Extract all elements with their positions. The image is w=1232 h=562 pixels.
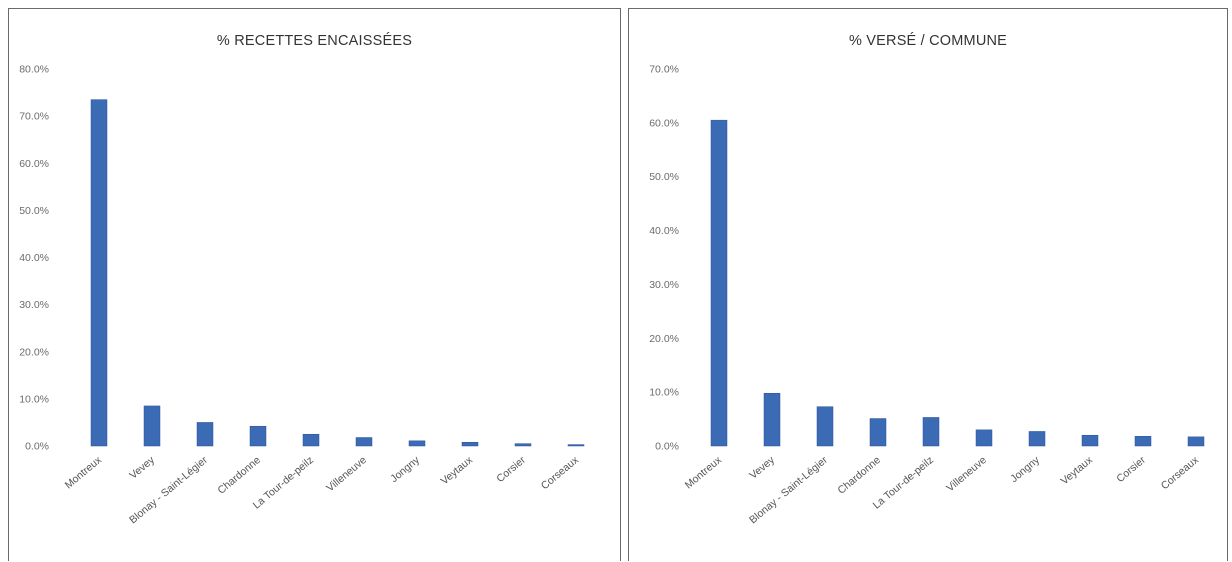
category-label: Jongny bbox=[1008, 454, 1042, 485]
y-tick-label: 70.0% bbox=[649, 64, 679, 76]
y-tick-label: 30.0% bbox=[19, 299, 49, 311]
bar bbox=[196, 422, 214, 447]
y-tick-label: 0.0% bbox=[25, 441, 49, 453]
category-label: Corsier bbox=[494, 454, 528, 485]
y-tick-label: 0.0% bbox=[655, 441, 679, 453]
category-label: Veytaux bbox=[439, 454, 476, 488]
bar bbox=[567, 444, 585, 447]
chart-panel-verse: % VERSÉ / COMMUNE 0.0% 10.0% 20.0% 30.0% 40.… bbox=[628, 8, 1228, 561]
y-tick-label: 40.0% bbox=[19, 252, 49, 264]
bar bbox=[461, 441, 479, 447]
bar bbox=[1081, 434, 1099, 447]
chart-title: % RECETTES ENCAISSÉES bbox=[216, 33, 413, 49]
bar bbox=[249, 425, 267, 447]
y-tick-label: 10.0% bbox=[19, 393, 49, 405]
bar bbox=[710, 119, 728, 447]
y-tick-label: 20.0% bbox=[19, 346, 49, 358]
category-label: Montreux bbox=[683, 454, 725, 492]
bar bbox=[143, 405, 161, 447]
category-label: Jongny bbox=[388, 454, 422, 485]
category-label: Veytaux bbox=[1059, 454, 1096, 488]
bar bbox=[922, 417, 940, 447]
chart-title: % VERSÉ / COMMUNE bbox=[848, 33, 1008, 49]
bar bbox=[1187, 436, 1205, 447]
y-tick-label: 70.0% bbox=[19, 111, 49, 123]
category-label: Corseaux bbox=[539, 454, 582, 493]
category-label: Villeneuve bbox=[944, 454, 989, 494]
category-label: Montreux bbox=[63, 454, 105, 492]
y-tick-label: 50.0% bbox=[649, 171, 679, 183]
bar bbox=[1028, 431, 1046, 447]
category-label: Corsier bbox=[1114, 454, 1148, 485]
category-label: Villeneuve bbox=[324, 454, 369, 494]
y-tick-label: 20.0% bbox=[649, 333, 679, 345]
y-tick-label: 50.0% bbox=[19, 205, 49, 217]
bar bbox=[869, 418, 887, 447]
y-tick-label: 10.0% bbox=[649, 387, 679, 399]
y-tick-label: 60.0% bbox=[19, 158, 49, 170]
bar bbox=[763, 392, 781, 447]
y-tick-label: 30.0% bbox=[649, 279, 679, 291]
category-label: Chardonne bbox=[835, 454, 883, 497]
category-label: Vevey bbox=[127, 454, 157, 482]
category-label: Corseaux bbox=[1159, 454, 1202, 493]
category-label: Chardonne bbox=[215, 454, 263, 497]
chart-panel-recettes: % RECETTES ENCAISSÉES 0.0% 10.0% 20.0% 30.0… bbox=[8, 8, 621, 561]
bar bbox=[816, 406, 834, 447]
bar bbox=[1134, 436, 1152, 447]
bar-chart-recettes: 0.0% 10.0% 20.0% 30.0% 40.0% 50.0% 60.0% 70.0% 8… bbox=[19, 64, 585, 526]
y-tick-label: 60.0% bbox=[649, 117, 679, 129]
bar-chart-verse: 0.0% 10.0% 20.0% 30.0% 40.0% 50.0% 60.0% 70.0% M… bbox=[649, 64, 1205, 526]
bar bbox=[90, 99, 108, 447]
bar bbox=[408, 440, 426, 447]
y-tick-label: 40.0% bbox=[649, 225, 679, 237]
bar bbox=[514, 443, 532, 447]
bar bbox=[302, 433, 320, 447]
category-label: Vevey bbox=[747, 454, 777, 482]
bar bbox=[975, 429, 993, 447]
y-tick-label: 80.0% bbox=[19, 64, 49, 76]
bar bbox=[355, 437, 373, 447]
